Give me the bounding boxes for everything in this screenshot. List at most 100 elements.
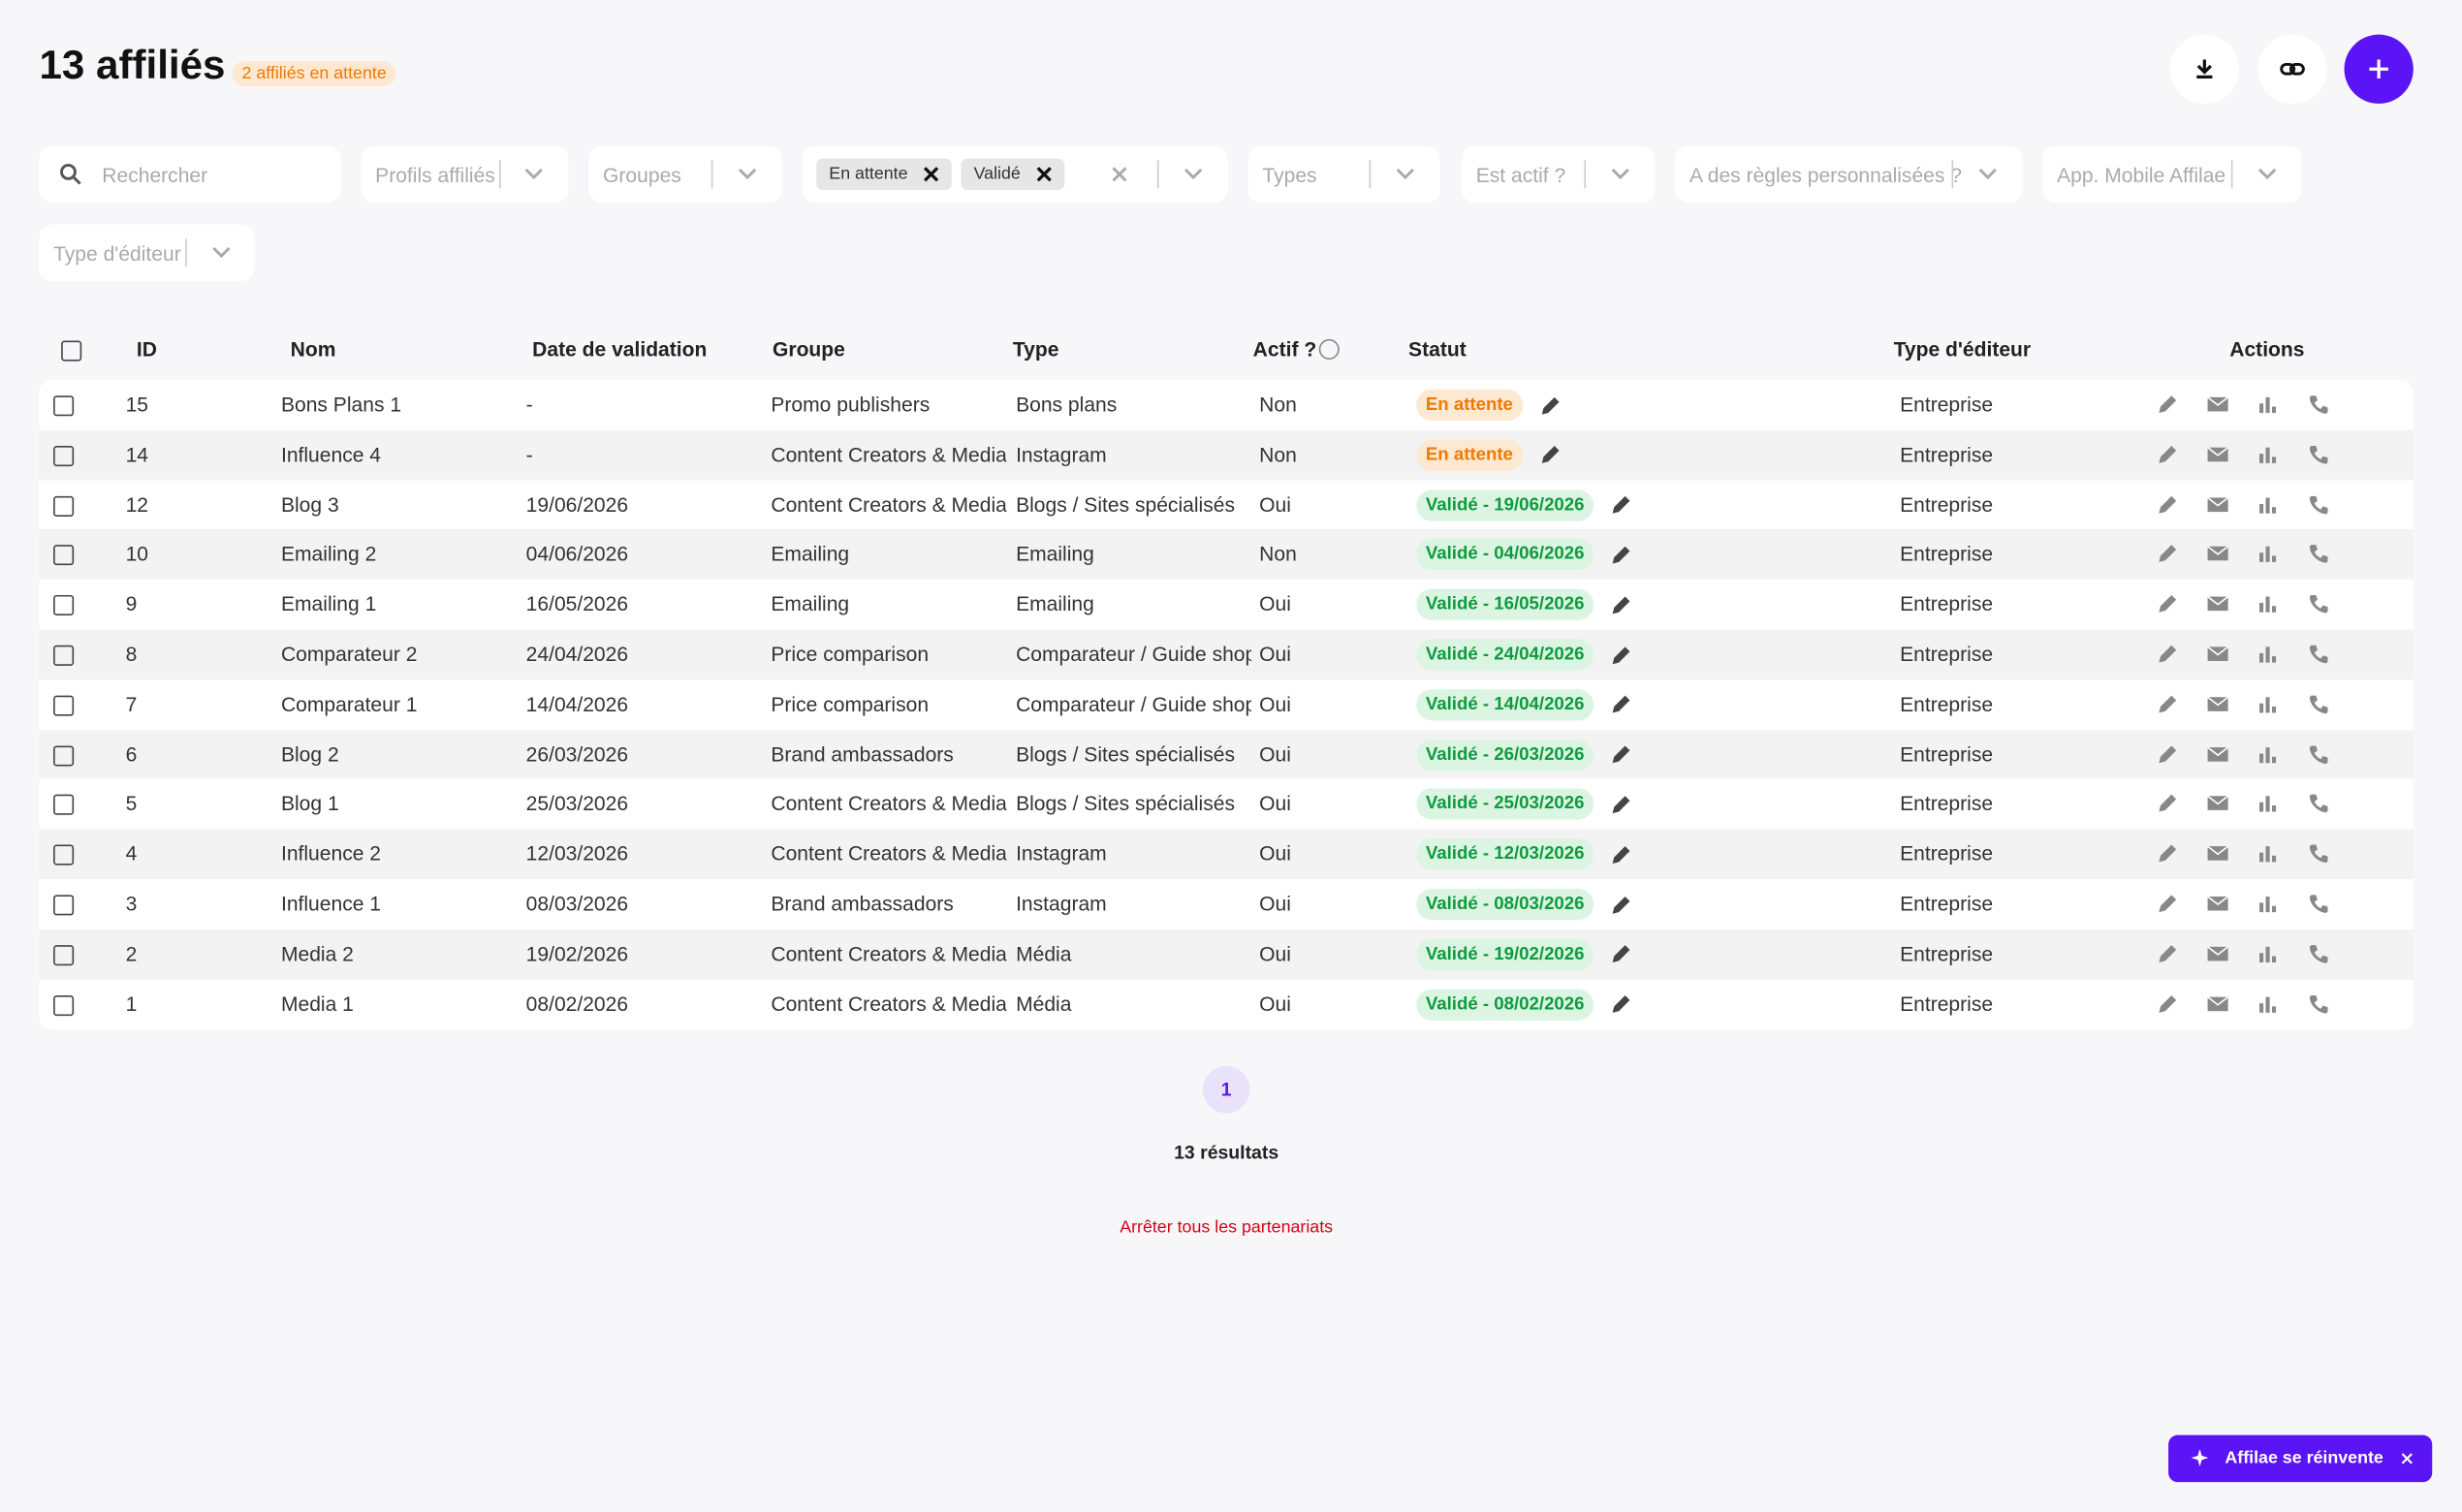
edit-status[interactable] (1609, 942, 1632, 965)
row-checkbox[interactable] (53, 795, 75, 816)
email-action[interactable] (2206, 692, 2229, 723)
call-action[interactable] (2307, 492, 2330, 523)
email-action[interactable] (2206, 892, 2229, 923)
email-action[interactable] (2206, 542, 2229, 573)
row-checkbox[interactable] (53, 944, 75, 965)
edit-status[interactable] (1609, 593, 1632, 616)
stats-action[interactable] (2257, 942, 2280, 973)
email-action[interactable] (2206, 992, 2229, 1023)
search[interactable]: Rechercher (39, 145, 341, 203)
filter[interactable]: Types (1247, 145, 1440, 203)
email-action[interactable] (2206, 592, 2229, 623)
edit-action[interactable] (2156, 393, 2179, 424)
call-action[interactable] (2307, 792, 2330, 823)
edit-status[interactable] (1609, 643, 1632, 666)
email-action[interactable] (2206, 942, 2229, 973)
stats-action[interactable] (2257, 842, 2280, 873)
chip-remove[interactable] (1036, 167, 1052, 182)
edit-action[interactable] (2156, 792, 2179, 823)
stats-action[interactable] (2257, 442, 2280, 473)
row-checkbox[interactable] (53, 645, 75, 666)
select-all-checkbox[interactable] (61, 340, 82, 362)
edit-status[interactable] (1538, 443, 1562, 466)
edit-status[interactable] (1538, 394, 1562, 417)
row-checkbox[interactable] (53, 495, 75, 517)
chip-remove[interactable] (924, 167, 939, 182)
filter[interactable]: Groupes (588, 145, 782, 203)
edit-action[interactable] (2156, 442, 2179, 473)
edit-status[interactable] (1609, 543, 1632, 566)
email-action[interactable] (2206, 492, 2229, 523)
table-cell: Content Creators & Media (771, 792, 1007, 816)
edit-action[interactable] (2156, 842, 2179, 873)
edit-status[interactable] (1609, 793, 1632, 816)
filter[interactable]: Est actif ? (1462, 145, 1656, 203)
row-checkbox[interactable] (53, 395, 75, 417)
edit-action[interactable] (2156, 692, 2179, 723)
status-filter[interactable]: En attente Validé (802, 145, 1228, 203)
stats-action[interactable] (2257, 892, 2280, 923)
call-action[interactable] (2307, 542, 2330, 573)
stats-action[interactable] (2257, 592, 2280, 623)
stats-action[interactable] (2257, 542, 2280, 573)
stats-action[interactable] (2257, 792, 2280, 823)
call-action[interactable] (2307, 592, 2330, 623)
edit-action[interactable] (2156, 592, 2179, 623)
filter[interactable]: Type d'éditeur (39, 224, 255, 281)
call-action[interactable] (2307, 393, 2330, 424)
edit-status[interactable] (1609, 493, 1632, 517)
email-action[interactable] (2206, 742, 2229, 773)
call-action[interactable] (2307, 842, 2330, 873)
call-action[interactable] (2307, 892, 2330, 923)
results-count: 13 résultats (1174, 1141, 1279, 1164)
add-button[interactable] (2344, 34, 2414, 104)
edit-status[interactable] (1609, 693, 1632, 716)
edit-status[interactable] (1609, 842, 1632, 866)
call-action[interactable] (2307, 942, 2330, 973)
row-checkbox[interactable] (53, 545, 75, 566)
row-checkbox[interactable] (53, 695, 75, 716)
stop-all-link[interactable]: Arrêter tous les partenariats (1120, 1218, 1334, 1238)
row-checkbox[interactable] (53, 895, 75, 916)
filter[interactable]: App. Mobile Affilae (2042, 145, 2302, 203)
download-button[interactable] (2169, 34, 2239, 104)
stats-action[interactable] (2257, 492, 2280, 523)
email-action[interactable] (2206, 442, 2229, 473)
banner[interactable]: Affilae se réinvente (2168, 1434, 2433, 1483)
stats-action[interactable] (2257, 393, 2280, 424)
edit-status[interactable] (1609, 742, 1632, 766)
table-cell: Oui (1259, 992, 1291, 1016)
row-checkbox[interactable] (53, 844, 75, 866)
call-action[interactable] (2307, 742, 2330, 773)
edit-status[interactable] (1609, 992, 1632, 1016)
stats-action[interactable] (2257, 643, 2280, 674)
row-checkbox[interactable] (53, 744, 75, 766)
call-action[interactable] (2307, 643, 2330, 674)
edit-status[interactable] (1609, 893, 1632, 916)
edit-action[interactable] (2156, 492, 2179, 523)
email-action[interactable] (2206, 643, 2229, 674)
call-action[interactable] (2307, 692, 2330, 723)
filter[interactable]: Profils affiliés (361, 145, 569, 203)
table-cell: 5 (125, 792, 138, 816)
call-action[interactable] (2307, 442, 2330, 473)
page-button[interactable]: 1 (1202, 1065, 1250, 1114)
stats-action[interactable] (2257, 692, 2280, 723)
row-checkbox[interactable] (53, 994, 75, 1016)
edit-action[interactable] (2156, 742, 2179, 773)
call-action[interactable] (2307, 992, 2330, 1023)
edit-action[interactable] (2156, 992, 2179, 1023)
edit-action[interactable] (2156, 542, 2179, 573)
edit-action[interactable] (2156, 942, 2179, 973)
row-checkbox[interactable] (53, 445, 75, 466)
link-button[interactable] (2257, 34, 2327, 104)
email-action[interactable] (2206, 393, 2229, 424)
email-action[interactable] (2206, 842, 2229, 873)
row-checkbox[interactable] (53, 595, 75, 616)
stats-action[interactable] (2257, 992, 2280, 1023)
filter[interactable]: A des règles personnalisées ? (1675, 145, 2023, 203)
edit-action[interactable] (2156, 892, 2179, 923)
email-action[interactable] (2206, 792, 2229, 823)
stats-action[interactable] (2257, 742, 2280, 773)
edit-action[interactable] (2156, 643, 2179, 674)
